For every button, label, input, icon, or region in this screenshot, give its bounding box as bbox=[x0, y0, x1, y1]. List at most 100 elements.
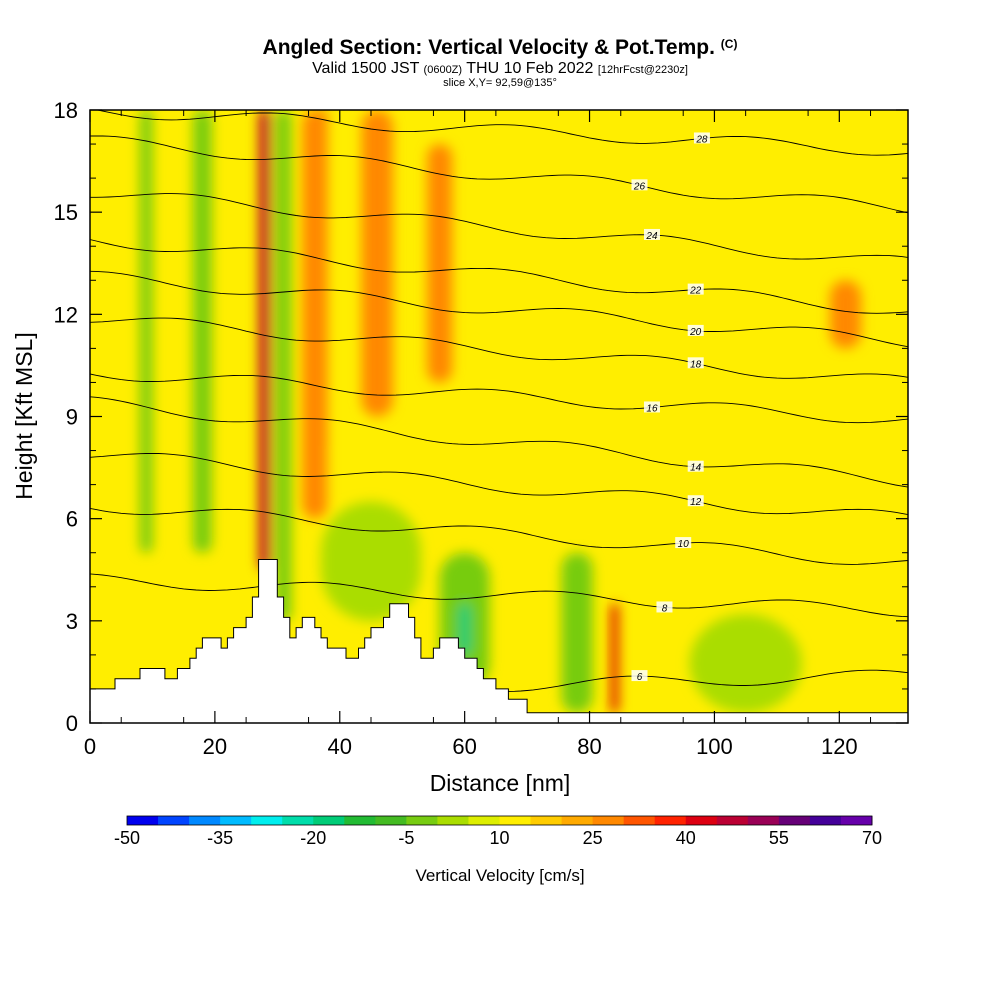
theta-label-bg-14 bbox=[687, 460, 704, 472]
colorbar-tick-label: 70 bbox=[862, 828, 882, 848]
theta-label-24: 24 bbox=[645, 231, 658, 242]
y-tick-label: 3 bbox=[66, 609, 78, 634]
chart-title: Angled Section: Vertical Velocity & Pot.… bbox=[0, 36, 1000, 60]
colorbar-tick-label: -50 bbox=[114, 828, 140, 848]
velocity-cell-9 bbox=[139, 110, 153, 553]
theta-label-26: 26 bbox=[633, 181, 646, 192]
colorbar-swatch-15 bbox=[592, 816, 625, 825]
colorbar-swatch-18 bbox=[685, 816, 718, 825]
colorbar-tick-label: 40 bbox=[676, 828, 696, 848]
colorbar-swatch-11 bbox=[468, 816, 500, 825]
colorbar-swatch-9 bbox=[406, 816, 438, 825]
colorbar-swatch-22 bbox=[809, 816, 842, 825]
valid-date: THU 10 Feb 2022 bbox=[466, 60, 594, 77]
theta-contours: 6 8 10 12 14 16 18 20 22 24 26 28 bbox=[90, 110, 908, 698]
colorbar-swatch-3 bbox=[220, 816, 252, 825]
terrain bbox=[90, 559, 908, 723]
colorbar-swatch-0 bbox=[127, 816, 159, 825]
velocity-features bbox=[139, 110, 862, 713]
theta-contour-10 bbox=[90, 507, 908, 565]
axes: 0 20 40 60 80 100 120 0 3 6 9 12 15 18 bbox=[54, 98, 909, 759]
theta-label-12: 12 bbox=[690, 497, 702, 508]
theta-label-bg-18 bbox=[687, 357, 704, 369]
colorbar-label: Vertical Velocity [cm/s] bbox=[415, 866, 584, 885]
colorbar-swatch-6 bbox=[313, 816, 345, 825]
theta-label-bg-28 bbox=[693, 132, 710, 144]
x-tick-label: 40 bbox=[328, 734, 352, 759]
theta-label-bg-20 bbox=[687, 324, 704, 336]
y-tick-label: 6 bbox=[66, 507, 78, 532]
velocity-cell-6 bbox=[829, 280, 862, 349]
colorbar-tick-label: -20 bbox=[300, 828, 326, 848]
colorbar-tick-label: -5 bbox=[398, 828, 414, 848]
y-tick-label: 18 bbox=[54, 98, 78, 123]
y-tick-label: 15 bbox=[54, 200, 78, 225]
velocity-cell-12 bbox=[561, 552, 593, 713]
velocity-cell-3 bbox=[361, 110, 393, 417]
x-tick-label: 80 bbox=[577, 734, 601, 759]
x-tick-label: 20 bbox=[203, 734, 227, 759]
theta-label-bg-6 bbox=[631, 670, 648, 682]
theta-contour-20 bbox=[90, 270, 908, 348]
colorbar-tick-label: 10 bbox=[489, 828, 509, 848]
theta-label-6: 6 bbox=[637, 672, 643, 683]
colorbar-tick-label: 25 bbox=[583, 828, 603, 848]
colorbar-swatch-19 bbox=[716, 816, 749, 825]
theta-label-bg-24 bbox=[643, 228, 660, 240]
velocity-cell-2 bbox=[302, 110, 328, 519]
theta-label-16: 16 bbox=[646, 403, 658, 414]
theta-contour-18 bbox=[90, 317, 908, 379]
colorbar-swatch-23 bbox=[840, 816, 873, 825]
x-axis-label: Distance [nm] bbox=[430, 770, 571, 796]
theta-contour-24 bbox=[90, 193, 908, 260]
colorbar-swatch-5 bbox=[282, 816, 314, 825]
theta-label-18: 18 bbox=[690, 359, 702, 370]
valid-prefix: Valid 1500 JST bbox=[312, 60, 420, 77]
theta-contour-26 bbox=[90, 135, 908, 214]
x-tick-label: 0 bbox=[84, 734, 96, 759]
theta-label-28: 28 bbox=[695, 134, 708, 145]
colorbar-swatch-17 bbox=[654, 816, 687, 825]
colorbar-swatch-16 bbox=[623, 816, 656, 825]
colorbar-swatch-13 bbox=[530, 816, 563, 825]
velocity-cell-13 bbox=[689, 614, 802, 713]
title-mark: (C) bbox=[720, 37, 738, 51]
theta-label-20: 20 bbox=[689, 327, 702, 338]
colorbar-swatch-12 bbox=[499, 816, 532, 825]
x-tick-label: 60 bbox=[452, 734, 476, 759]
velocity-field: 6 8 10 12 14 16 18 20 22 24 26 28 bbox=[90, 110, 908, 723]
y-tick-label: 9 bbox=[66, 405, 78, 430]
x-tick-label: 120 bbox=[821, 734, 858, 759]
velocity-cell-5 bbox=[610, 603, 619, 713]
theta-label-14: 14 bbox=[690, 463, 702, 474]
velocity-cell-11 bbox=[458, 603, 471, 655]
valid-zulu: (0600Z) bbox=[423, 64, 463, 76]
theta-label-bg-16 bbox=[643, 401, 660, 413]
colorbar-swatch-10 bbox=[437, 816, 469, 825]
colorbar-swatch-4 bbox=[251, 816, 283, 825]
velocity-cell-0 bbox=[259, 110, 271, 570]
colorbar: -50 -35 -20 -5 10 25 40 55 70 bbox=[114, 815, 882, 848]
title-text: Angled Section: Vertical Velocity & Pot.… bbox=[262, 36, 715, 59]
colorbar-tick-label: 55 bbox=[769, 828, 789, 848]
theta-contour-28 bbox=[95, 110, 908, 156]
slice-label: slice X,Y= 92,59@135° bbox=[443, 77, 557, 89]
theta-contour-8 bbox=[90, 573, 908, 618]
y-axis-label: Height [Kft MSL] bbox=[11, 332, 37, 499]
velocity-cell-14 bbox=[321, 501, 421, 621]
theta-contour-12 bbox=[90, 452, 908, 516]
chart-subtitle: Valid 1500 JST (0600Z) THU 10 Feb 2022 [… bbox=[0, 60, 1000, 78]
plot-area: 6 8 10 12 14 16 18 20 22 24 26 28 bbox=[90, 110, 908, 723]
theta-label-10: 10 bbox=[678, 539, 690, 550]
y-tick-label: 12 bbox=[54, 302, 78, 327]
velocity-cell-7 bbox=[193, 110, 212, 553]
x-tick-label: 100 bbox=[696, 734, 733, 759]
colorbar-swatch-1 bbox=[158, 816, 190, 825]
colorbar-swatch-14 bbox=[561, 816, 594, 825]
colorbar-swatch-7 bbox=[344, 816, 376, 825]
theta-contour-22 bbox=[90, 239, 908, 314]
theta-contour-16 bbox=[90, 373, 908, 424]
colorbar-swatch-21 bbox=[778, 816, 811, 825]
velocity-cell-8 bbox=[275, 110, 292, 621]
theta-label-bg-10 bbox=[675, 537, 692, 549]
